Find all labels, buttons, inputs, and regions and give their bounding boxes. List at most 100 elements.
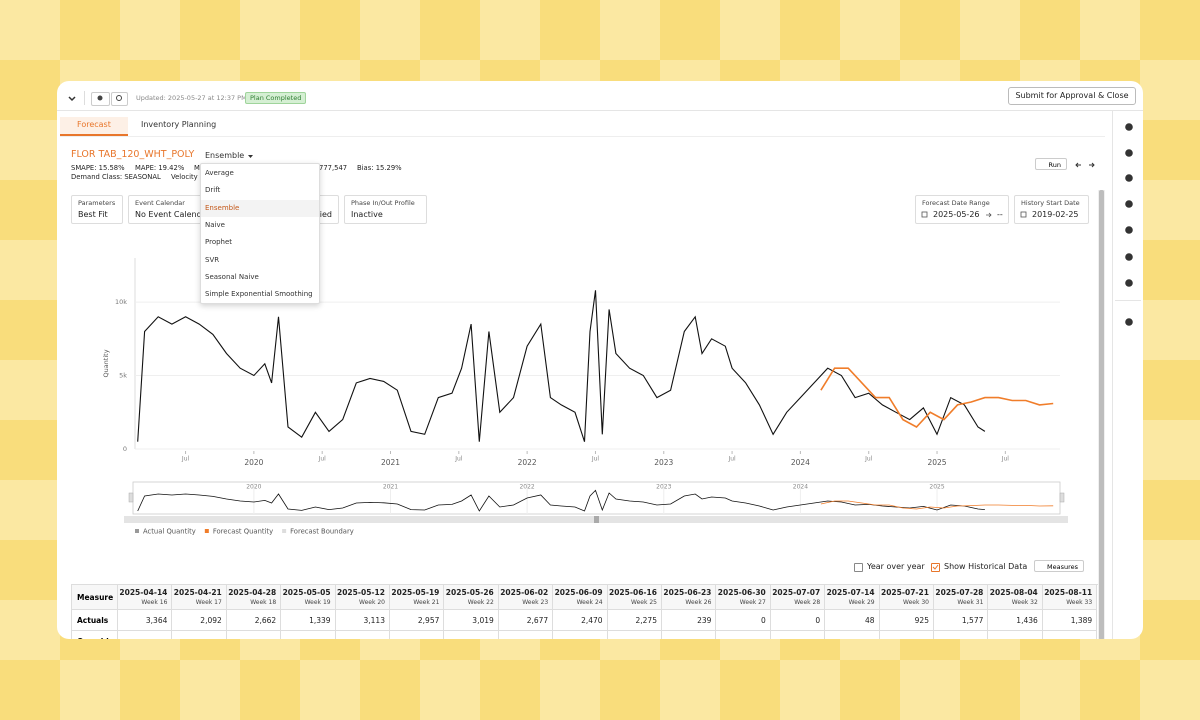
- table-cell: 48: [825, 610, 880, 631]
- option-label: Show Historical Data: [944, 562, 1028, 571]
- table-cell: 3,019: [444, 610, 499, 631]
- table-cell: [825, 631, 880, 639]
- column-date: 2025-05-26: [445, 588, 494, 597]
- column-date: 2025-04-21: [173, 588, 222, 597]
- column-date: 2025-08-11: [1044, 588, 1093, 597]
- metric: 777,547: [319, 164, 348, 172]
- cell-value: 2,092: [200, 616, 222, 625]
- table-cell: 1,389: [1042, 610, 1098, 631]
- filter[interactable]: Parameters Best Fit: [71, 195, 123, 224]
- filter-value: Inactive: [351, 210, 383, 219]
- metric: MAPE: 19.42%: [135, 164, 185, 172]
- tab[interactable]: Inventory Planning: [141, 120, 217, 129]
- table-cell: 0: [770, 610, 826, 631]
- table-cell: [172, 631, 227, 639]
- column-week: Week 33: [1066, 599, 1093, 606]
- table-cell: 1,577: [934, 610, 989, 631]
- table-cell: 2,957: [390, 610, 445, 631]
- tab[interactable]: Forecast: [77, 120, 111, 129]
- dropdown-option[interactable]: Drift: [205, 186, 221, 195]
- dropdown-option[interactable]: Ensemble: [201, 199, 319, 217]
- column-header: 2025-06-23 Week 26: [662, 585, 717, 610]
- table-cell: 2,677: [498, 610, 554, 631]
- column-header: 2025-07-21 Week 30: [879, 585, 934, 610]
- status-pill: Plan Completed: [245, 92, 307, 104]
- cell-value: 1,339: [309, 616, 331, 625]
- dropdown-option[interactable]: Naive: [205, 220, 225, 229]
- table-cell: 239: [662, 610, 717, 631]
- filter-value: 2019-02-25: [1032, 210, 1079, 219]
- table-cell: [988, 631, 1043, 639]
- table-cell: 1,339: [281, 610, 336, 631]
- column-header: 2025-06-02 Week 23: [498, 585, 554, 610]
- header-cell: Measure: [72, 585, 118, 610]
- run-button[interactable]: Run: [1035, 158, 1067, 170]
- column-header: 2025-06-30 Week 27: [716, 585, 771, 610]
- measures-button[interactable]: Measures: [1034, 560, 1084, 572]
- column-header: 2025-07-14 Week 29: [825, 585, 880, 610]
- column-header: 2025-05-26 Week 22: [444, 585, 499, 610]
- cell-value: 2,957: [417, 616, 440, 625]
- dropdown-option[interactable]: Simple Exponential Smoothing: [205, 290, 313, 299]
- table-cell: [444, 631, 499, 639]
- filter-value: 2025-05-26: [933, 210, 980, 219]
- column-week: Week 20: [359, 599, 385, 606]
- column-date: 2025-06-02: [500, 588, 549, 597]
- column-week: Week 16: [141, 599, 168, 606]
- sidebar-divider: [1112, 110, 1113, 639]
- dropdown-option[interactable]: Seasonal Naive: [205, 272, 259, 281]
- submit-button[interactable]: Submit for Approval & Close: [1008, 87, 1136, 105]
- date-filter[interactable]: Forecast Date Range 2025-05-26 --: [915, 195, 1009, 224]
- dropdown-option[interactable]: Average: [205, 169, 234, 177]
- column-header: 2025-08-04 Week 32: [988, 585, 1043, 610]
- column-week: Week 24: [576, 599, 603, 606]
- table-cell: [553, 631, 608, 639]
- metric: SMAPE: 15.58%: [71, 164, 125, 172]
- column-header: 2025-07-07 Week 28: [770, 585, 826, 610]
- collapse-button[interactable]: [66, 91, 78, 105]
- column-week: Week 22: [467, 599, 494, 606]
- column-date: 2025-07-21: [881, 588, 929, 597]
- dropdown-option[interactable]: SVR: [205, 255, 220, 264]
- table-cell: [499, 631, 554, 639]
- table-cell: [716, 631, 771, 639]
- table: Measure 2025-04-14 Week 16 2025-04-21 Week 1…: [71, 584, 1102, 639]
- divider: [84, 91, 85, 105]
- row-label: Override: [72, 631, 118, 639]
- filter-end: --: [997, 210, 1003, 219]
- settings-button[interactable]: [91, 92, 110, 106]
- table-cell: 3,113: [335, 610, 390, 631]
- column-header: 2025-04-28 Week 18: [226, 585, 282, 610]
- cell-value: 925: [914, 616, 929, 625]
- table-cell: [662, 631, 717, 639]
- column-header: 2025-08-11 Week 33: [1042, 585, 1098, 610]
- filter-value: No Event Calendar: [135, 210, 210, 219]
- filter-label: History Start Date: [1021, 199, 1080, 207]
- filter[interactable]: Phase In/Out Profile Inactive: [344, 195, 427, 224]
- refresh-button[interactable]: [111, 92, 128, 106]
- date-filter[interactable]: History Start Date 2019-02-25: [1014, 195, 1089, 224]
- filter-value: Best Fit: [78, 210, 108, 219]
- cell-value: 0: [761, 616, 766, 625]
- table-cell: [281, 631, 336, 639]
- column-date: 2025-05-19: [391, 588, 440, 597]
- item-name: FLOR TAB_120_WHT_POLY: [71, 149, 195, 160]
- column-week: Week 19: [304, 599, 331, 606]
- table-cell: [608, 631, 662, 639]
- table-cell: 1,436: [988, 610, 1043, 631]
- checkbox[interactable]: [854, 563, 863, 572]
- column-date: 2025-06-16: [609, 588, 657, 597]
- cell-value: 1,436: [1016, 616, 1038, 625]
- filter-label: Forecast Date Range: [922, 199, 990, 207]
- checkbox-checked[interactable]: [931, 563, 940, 572]
- column-week: Week 28: [794, 599, 821, 606]
- column-header: 2025-05-19 Week 21: [390, 585, 445, 610]
- table-cell: [771, 631, 826, 639]
- column-header: 2025-04-14 Week 16: [118, 585, 173, 610]
- dropdown-option[interactable]: Prophet: [205, 238, 233, 247]
- column-week: Week 32: [1011, 599, 1038, 606]
- table-cell: 925: [879, 610, 934, 631]
- table-cell: [336, 631, 390, 639]
- model-select[interactable]: Ensemble: [205, 151, 245, 160]
- table-cell: 2,092: [172, 610, 227, 631]
